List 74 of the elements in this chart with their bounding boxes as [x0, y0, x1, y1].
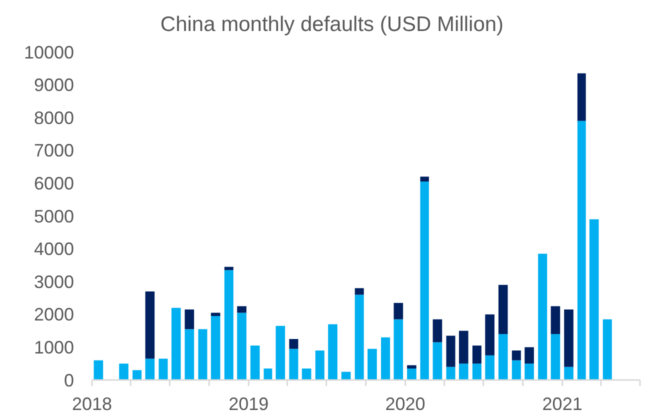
- bar: [158, 358, 168, 380]
- bar: [394, 302, 404, 320]
- y-tick-label: 1000: [34, 338, 74, 358]
- bar: [432, 319, 442, 342]
- x-tick-label: 2020: [385, 394, 426, 414]
- bar: [302, 368, 312, 380]
- bar: [354, 288, 364, 295]
- bar: [589, 219, 599, 380]
- bar: [458, 330, 468, 364]
- y-tick-label: 10000: [24, 42, 74, 62]
- y-tick-label: 9000: [34, 75, 74, 96]
- x-tick-label: 2021: [542, 394, 582, 414]
- bar: [550, 306, 560, 334]
- y-tick-label: 3000: [34, 272, 74, 292]
- bar: [524, 347, 534, 364]
- bar: [446, 366, 456, 380]
- bar: [432, 342, 442, 380]
- bar: [224, 266, 234, 270]
- bar: [145, 358, 155, 380]
- bar: [264, 368, 272, 380]
- bar: [407, 368, 416, 380]
- bar: [472, 364, 482, 380]
- bar: [94, 360, 104, 380]
- y-tick-label: 2000: [34, 304, 74, 325]
- bar: [289, 339, 298, 349]
- bar: [237, 312, 246, 380]
- bar: [184, 309, 194, 330]
- bar: [602, 319, 612, 380]
- bar: [171, 308, 181, 380]
- x-tick-label: 2018: [72, 394, 112, 414]
- bar: [354, 294, 364, 380]
- bar: [224, 270, 234, 380]
- bar: [315, 350, 324, 380]
- bar: [577, 120, 586, 380]
- bar: [472, 346, 482, 364]
- bar: [210, 316, 220, 380]
- bar: [198, 329, 208, 380]
- bar: [446, 336, 456, 367]
- bar: [524, 364, 534, 380]
- bar: [132, 370, 142, 380]
- bar: [512, 360, 521, 380]
- bar: [289, 348, 298, 380]
- y-tick-label: 5000: [34, 206, 74, 226]
- bar: [368, 348, 377, 380]
- y-tick-label: 6000: [34, 174, 74, 194]
- bar: [420, 176, 429, 182]
- bar: [564, 309, 574, 367]
- y-tick-label: 8000: [34, 108, 74, 128]
- bar: [485, 314, 494, 356]
- y-tick-label: 7000: [34, 140, 74, 161]
- bar: [145, 291, 155, 359]
- bar: [328, 324, 338, 380]
- y-tick-label: 0: [64, 370, 74, 390]
- y-tick-label: 4000: [34, 239, 74, 260]
- bar: [407, 365, 416, 369]
- bar: [119, 364, 128, 380]
- x-tick-label: 2019: [228, 394, 269, 414]
- bar: [538, 254, 548, 380]
- bar: [512, 350, 521, 360]
- bar: [577, 73, 586, 121]
- bar: [394, 319, 404, 380]
- bar: [564, 366, 574, 380]
- bar: [250, 346, 260, 380]
- bar: [458, 364, 468, 380]
- bar: [550, 334, 560, 380]
- bar: [276, 326, 286, 380]
- bar: [420, 182, 429, 380]
- bar: [381, 337, 390, 380]
- bar: [237, 306, 246, 313]
- bar: [184, 329, 194, 380]
- bar: [498, 284, 508, 334]
- chart-title: China monthly defaults (USD Million): [160, 13, 504, 36]
- bar: [485, 355, 494, 380]
- bar: [498, 334, 508, 380]
